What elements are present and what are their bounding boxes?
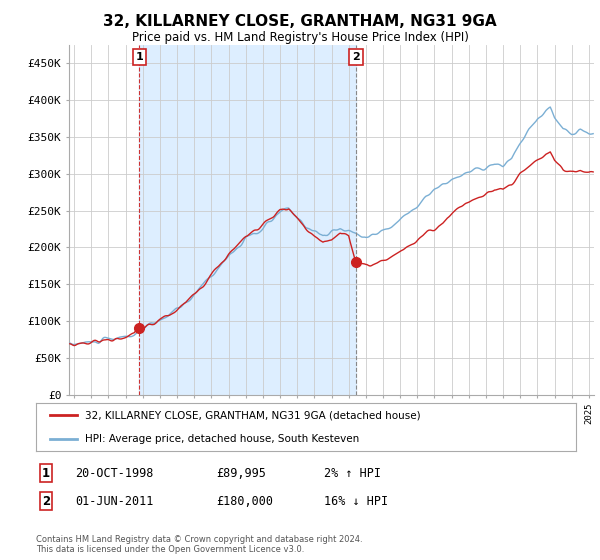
Bar: [139, 45, 356, 395]
Text: 16% ↓ HPI: 16% ↓ HPI: [324, 494, 388, 508]
Text: 1: 1: [136, 52, 143, 62]
Text: £180,000: £180,000: [216, 494, 273, 508]
Text: Contains HM Land Registry data © Crown copyright and database right 2024.
This d: Contains HM Land Registry data © Crown c…: [36, 535, 362, 554]
Text: 1: 1: [42, 466, 50, 480]
Text: HPI: Average price, detached house, South Kesteven: HPI: Average price, detached house, Sout…: [85, 434, 359, 444]
Text: 20-OCT-1998: 20-OCT-1998: [75, 466, 154, 480]
Text: 2% ↑ HPI: 2% ↑ HPI: [324, 466, 381, 480]
Text: 2: 2: [42, 494, 50, 508]
Text: 32, KILLARNEY CLOSE, GRANTHAM, NG31 9GA (detached house): 32, KILLARNEY CLOSE, GRANTHAM, NG31 9GA …: [85, 410, 420, 420]
Text: £89,995: £89,995: [216, 466, 266, 480]
Text: Price paid vs. HM Land Registry's House Price Index (HPI): Price paid vs. HM Land Registry's House …: [131, 31, 469, 44]
Text: 2: 2: [352, 52, 360, 62]
Text: 01-JUN-2011: 01-JUN-2011: [75, 494, 154, 508]
Text: 32, KILLARNEY CLOSE, GRANTHAM, NG31 9GA: 32, KILLARNEY CLOSE, GRANTHAM, NG31 9GA: [103, 14, 497, 29]
